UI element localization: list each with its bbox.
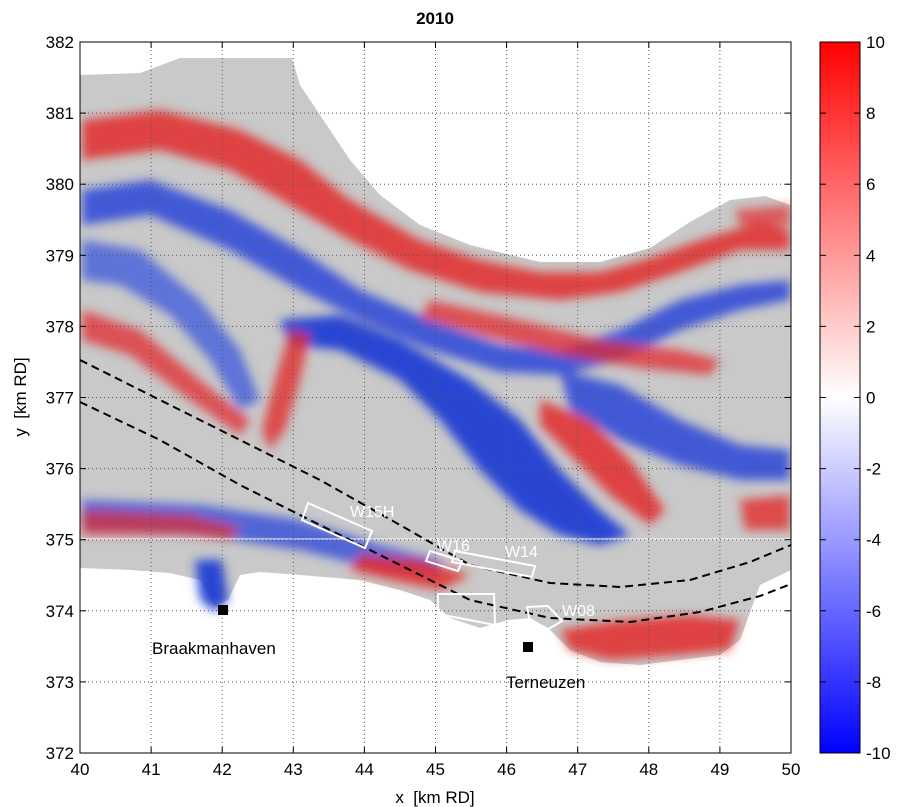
blue-south-harbour (195, 560, 228, 612)
fairway-line-south (79, 401, 792, 624)
zone-w16-label: W16 (437, 538, 470, 555)
zone-w07-label: W07 (393, 597, 426, 614)
x-tick-label: 50 (782, 760, 801, 779)
sedimentation-field (80, 58, 791, 665)
red-ridge-mid (262, 330, 310, 450)
x-tick-label: 46 (497, 760, 516, 779)
blue-channel-east (560, 370, 790, 480)
x-axis-ticks: 40 41 42 43 44 45 46 47 48 49 50 (71, 42, 801, 779)
red-ridge-west (82, 310, 250, 435)
plot-title: 2010 (416, 9, 454, 28)
y-tick-label: 377 (46, 389, 74, 408)
red-shoal-north (82, 110, 790, 300)
zone-w15h-label: W15H (350, 504, 394, 521)
y-tick-label: 375 (46, 531, 74, 550)
terneuzen-marker (523, 642, 533, 652)
red-fleck-north-east (735, 205, 790, 225)
x-tick-label: 48 (639, 760, 658, 779)
x-tick-label: 44 (355, 760, 374, 779)
colorbar-gradient (819, 41, 861, 754)
zone-w08-outline (525, 604, 564, 636)
x-tick-label: 42 (213, 760, 232, 779)
colorbar: 10 8 6 4 2 0 -2 -4 -6 -8 -10 (819, 33, 891, 763)
y-tick-label: 376 (46, 460, 74, 479)
zone-w15h-outline (300, 501, 374, 550)
red-bar-south (350, 555, 470, 590)
x-axis-label: x [km RD] (395, 788, 474, 807)
zone-w07-outline (437, 593, 497, 627)
colorbar-tick-label: 4 (866, 246, 875, 265)
blue-channel-west (82, 240, 260, 410)
red-bar-east-edge (740, 495, 790, 530)
x-tick-label: 43 (284, 760, 303, 779)
x-tick-label: 47 (568, 760, 587, 779)
zone-w14-outline (450, 549, 537, 579)
blue-channel-north (82, 180, 790, 375)
red-bar-terneuzen (560, 615, 740, 660)
braakmanhaven-label: Braakmanhaven (152, 639, 276, 658)
red-bar-mid-east (420, 300, 720, 375)
colorbar-tick-label: -4 (866, 531, 881, 550)
y-tick-label: 380 (46, 175, 74, 194)
colorbar-tick-label: 10 (866, 33, 885, 52)
terneuzen-label: Terneuzen (506, 673, 585, 692)
zone-w16-outline (424, 549, 464, 573)
colorbar-tick-label: -2 (866, 460, 881, 479)
zone-w14-label: W14 (505, 544, 538, 561)
red-bar-west-south (82, 510, 240, 540)
colorbar-tick-label: 8 (866, 104, 875, 123)
x-tick-label: 40 (71, 760, 90, 779)
fairway-line-north (79, 359, 792, 589)
x-tick-label: 45 (426, 760, 445, 779)
y-tick-label: 379 (46, 246, 74, 265)
x-tick-label: 49 (710, 760, 729, 779)
y-tick-label: 382 (46, 33, 74, 52)
colorbar-tick-label: 0 (866, 389, 875, 408)
y-axis-ticks: 372 373 374 375 376 377 378 379 380 381 382 (46, 33, 791, 763)
colorbar-tick-label: -8 (866, 673, 881, 692)
zone-w08-label: W08 (562, 603, 595, 620)
colorbar-ticks: 10 8 6 4 2 0 -2 -4 -6 -8 -10 (820, 33, 891, 763)
colorbar-tick-label: -6 (866, 602, 881, 621)
y-tick-label: 373 (46, 673, 74, 692)
y-tick-label: 372 (46, 744, 74, 763)
y-tick-label: 381 (46, 104, 74, 123)
y-tick-label: 374 (46, 602, 74, 621)
colorbar-tick-label: -10 (866, 744, 891, 763)
colorbar-tick-label: 6 (866, 175, 875, 194)
x-tick-label: 41 (142, 760, 161, 779)
blue-main-channel (280, 315, 630, 545)
y-axis-label: y [km RD] (11, 357, 30, 436)
colorbar-tick-label: 2 (866, 317, 875, 336)
y-tick-label: 378 (46, 317, 74, 336)
braakmanhaven-marker (218, 605, 228, 615)
zones (300, 501, 564, 636)
red-shoal-central (540, 400, 665, 525)
